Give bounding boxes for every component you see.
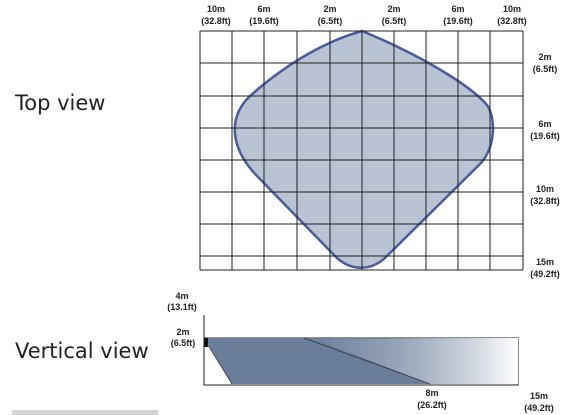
top-tick-sublabel: (19.6ft) [443,16,473,26]
right-tick-sublabel: (19.6ft) [530,131,560,141]
top-view-label: Top view [14,91,105,115]
top-tick-label: 6m [451,4,464,14]
vertical-view-label: Vertical view [15,339,149,363]
top-tick-sublabel: (32.8ft) [497,16,527,26]
top-view-diagram: 10m (32.8ft) 6m (19.6ft) 2m (6.5ft) 2m (… [199,4,560,279]
height-tick-label: 4m [175,291,188,301]
detection-beam-fade [304,338,518,384]
top-tick-sublabel: (6.5ft) [382,16,407,26]
right-tick-label: 6m [538,119,551,129]
top-tick-label: 2m [323,4,336,14]
right-tick-sublabel: (6.5ft) [533,64,558,74]
right-tick-sublabel: (32.8ft) [530,196,560,206]
top-tick-label: 6m [257,4,270,14]
distance-tick-label: 15m [530,391,548,401]
footer-bar [12,410,158,415]
coverage-area [233,29,495,269]
sensor-mount-marker [204,338,208,347]
right-axis-labels: 2m (6.5ft) 6m (19.6ft) 10m (32.8ft) 15m … [530,52,560,279]
right-tick-label: 2m [538,52,551,62]
distance-tick-sublabel: (26.2ft) [417,400,447,410]
detection-beam-dark [208,338,430,384]
height-tick-sublabel: (6.5ft) [171,338,196,348]
right-tick-sublabel: (49.2ft) [530,269,560,279]
beam-lower-edge [207,344,233,385]
top-tick-sublabel: (6.5ft) [318,16,343,26]
distance-tick-label: 8m [425,388,438,398]
top-tick-label: 10m [207,4,225,14]
beam-boundary-line [303,337,431,385]
vertical-view-diagram: 4m (13.1ft) 2m (6.5ft) 8m (26.2ft) 15m (… [167,291,554,413]
top-tick-label: 2m [387,4,400,14]
top-view-grid [199,30,524,271]
height-tick-sublabel: (13.1ft) [167,302,197,312]
right-tick-label: 15m [536,257,554,267]
top-axis-labels: 10m (32.8ft) 6m (19.6ft) 2m (6.5ft) 2m (… [201,4,527,26]
top-tick-label: 10m [503,4,521,14]
top-tick-sublabel: (32.8ft) [201,16,231,26]
top-tick-sublabel: (19.6ft) [249,16,279,26]
right-tick-label: 10m [536,184,554,194]
height-tick-label: 2m [176,327,189,337]
distance-tick-sublabel: (49.2ft) [524,403,554,413]
